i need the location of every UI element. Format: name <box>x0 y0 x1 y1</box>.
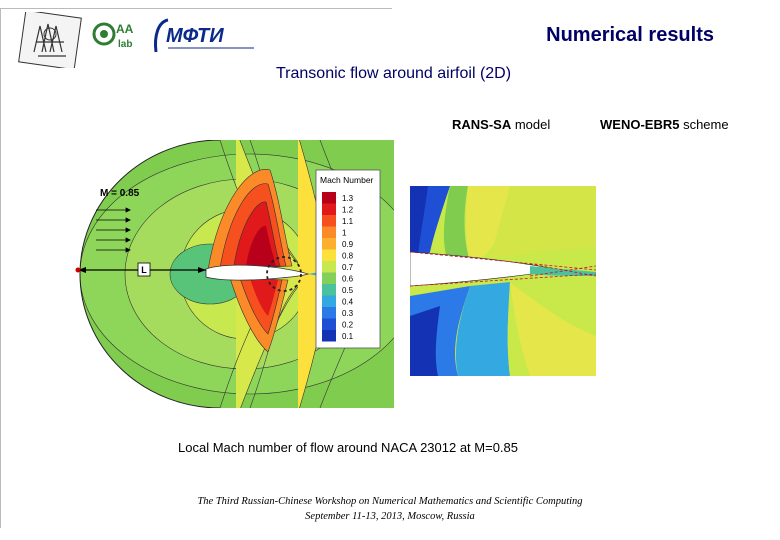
legend-swatch <box>322 249 336 261</box>
academy-seal-logo <box>18 12 82 68</box>
zoomed-contour-plot <box>410 186 596 376</box>
mipt-logo-text: МФТИ <box>166 25 224 47</box>
legend-swatch <box>322 215 336 227</box>
legend-swatch <box>322 295 336 307</box>
mach-contour-plot: M = 0.85 L Mach Number 1.3 1.2 1.1 1 0.9 0.8 0… <box>75 140 394 408</box>
footer-line-2: September 11-13, 2013, Moscow, Russia <box>305 511 475 522</box>
legend-level-label: 0.6 <box>342 275 354 284</box>
figure-caption: Local Mach number of flow around NACA 23… <box>178 440 519 455</box>
mipt-logo: МФТИ <box>154 18 254 53</box>
length-label: L <box>141 265 147 275</box>
workshop-footer: The Third Russian-Chinese Workshop on Nu… <box>150 494 630 524</box>
legend-level-label: 0.7 <box>342 263 354 272</box>
frame-line <box>0 8 1 528</box>
legend-swatch <box>322 330 336 342</box>
legend-swatch <box>322 226 336 238</box>
legend-level-label: 0.1 <box>342 332 354 341</box>
legend-level-label: 1.2 <box>342 206 354 215</box>
legend-swatch <box>322 318 336 330</box>
legend-swatch <box>322 272 336 284</box>
scheme-suffix: scheme <box>679 117 729 132</box>
legend-swatch <box>322 261 336 273</box>
legend-swatch <box>322 192 336 204</box>
slide-title: Numerical results <box>546 24 714 46</box>
zoom-region-marker <box>266 256 302 292</box>
svg-text:AA: AA <box>116 22 134 36</box>
legend-level-label: 1 <box>342 229 347 238</box>
freestream-mach-label: M = 0.85 <box>100 188 140 199</box>
model-label: RANS-SA model <box>452 117 550 132</box>
legend-level-label: 1.3 <box>342 194 354 203</box>
model-suffix: model <box>511 117 551 132</box>
legend-level-label: 0.3 <box>342 309 354 318</box>
legend-level-label: 0.2 <box>342 321 354 330</box>
aa-lab-logo: AA lab <box>92 22 134 50</box>
legend-level-label: 0.4 <box>342 298 354 307</box>
scheme-name: WENO-EBR5 <box>600 117 680 132</box>
scheme-label: WENO-EBR5 scheme <box>600 117 729 132</box>
footer-line-1: The Third Russian-Chinese Workshop on Nu… <box>197 496 583 507</box>
slide-subtitle: Transonic flow around airfoil (2D) <box>276 65 512 82</box>
legend-swatch <box>322 203 336 215</box>
legend-level-label: 1.1 <box>342 217 354 226</box>
legend-level-label: 0.9 <box>342 240 354 249</box>
frame-line-top <box>0 8 392 9</box>
legend-swatch <box>322 307 336 319</box>
model-name: RANS-SA <box>452 117 512 132</box>
legend-level-label: 0.8 <box>342 252 354 261</box>
legend-swatch <box>322 238 336 250</box>
legend-swatch <box>322 284 336 296</box>
legend-title: Mach Number <box>320 175 374 185</box>
svg-text:lab: lab <box>118 39 132 50</box>
legend-level-label: 0.5 <box>342 286 354 295</box>
